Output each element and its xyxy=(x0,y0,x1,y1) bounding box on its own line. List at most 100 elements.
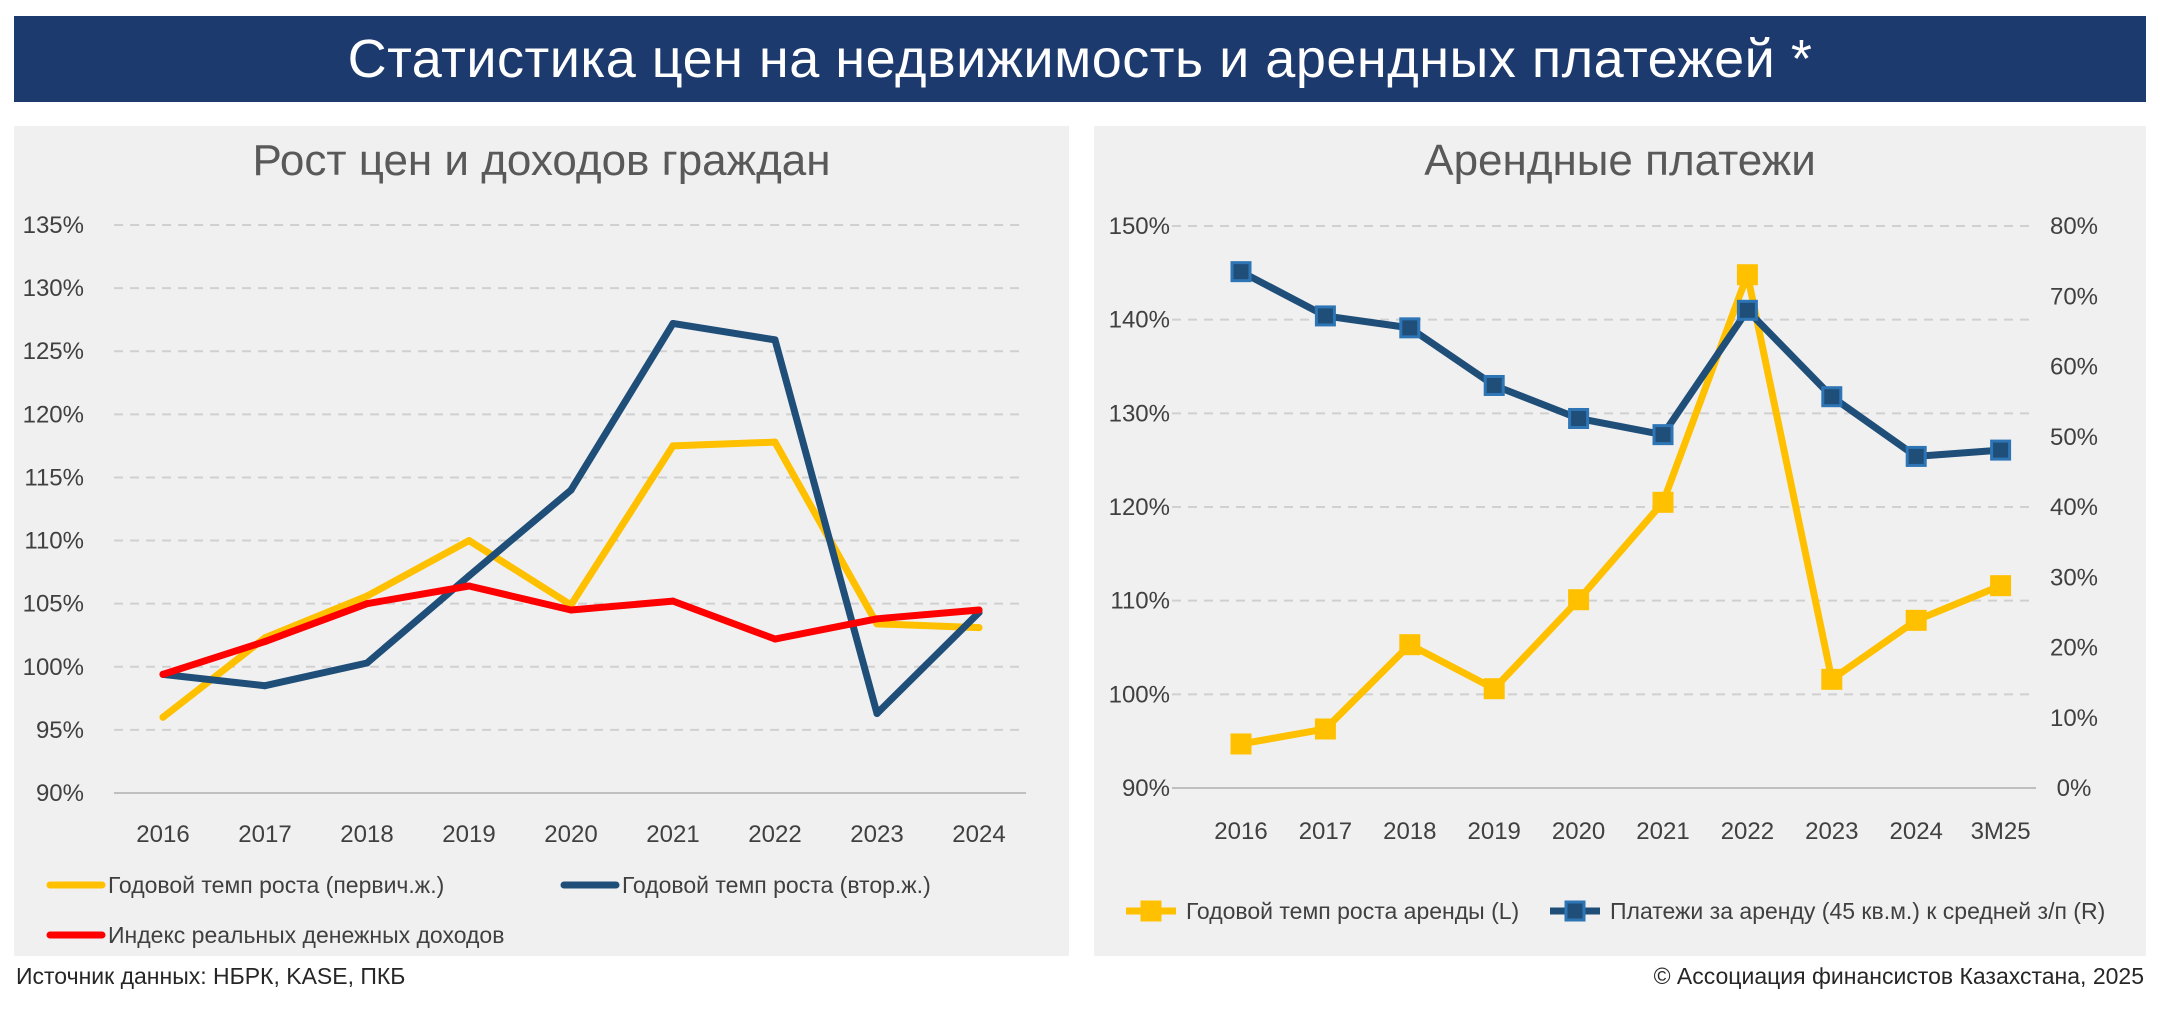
data-point xyxy=(363,592,371,600)
legend-marker xyxy=(1140,900,1162,922)
data-point xyxy=(567,606,575,614)
data-source: Источник данных: НБРК, KASE, ПКБ xyxy=(16,963,406,989)
y-right-tick-label: 80% xyxy=(2050,213,2098,240)
price-income-chart: 90% 95% 100% 105% 110% 115% 120% 125% 130% 135% 20… xyxy=(23,212,1026,948)
data-marker xyxy=(1652,491,1674,513)
data-marker xyxy=(1483,374,1505,396)
data-point xyxy=(873,615,881,623)
y-left-tick-label: 110% xyxy=(1110,588,1170,615)
x-tick-label: 2024 xyxy=(952,821,1005,848)
data-point xyxy=(465,582,473,590)
data-point xyxy=(771,336,779,344)
series-line-1 xyxy=(1240,271,2002,748)
x-tick-label: 2021 xyxy=(646,821,699,848)
data-marker xyxy=(1821,668,1843,690)
data-point xyxy=(873,709,881,717)
y-left-tick-label: 140% xyxy=(1109,307,1170,334)
rent-chart: 90% 100% 110% 120% 130% 140% 150% 0% 10% 20% 30% 40… xyxy=(1109,213,2106,924)
data-marker xyxy=(1905,445,1927,467)
y-tick-label: 125% xyxy=(23,338,84,365)
legend-label: Годовой темп роста (первич.ж.) xyxy=(108,872,444,898)
y-right-tick-label: 0% xyxy=(2057,775,2092,802)
y-left-tick-label: 90% xyxy=(1122,775,1170,802)
y-tick-label: 130% xyxy=(23,275,84,302)
data-marker xyxy=(1568,589,1590,611)
y-tick-label: 135% xyxy=(23,212,84,239)
y-tick-label: 90% xyxy=(36,780,84,807)
data-marker xyxy=(1905,609,1927,631)
series-line-2 xyxy=(1239,268,2001,460)
data-point xyxy=(261,682,269,690)
data-marker xyxy=(1399,317,1421,339)
x-tick-label: 3M25 xyxy=(1971,818,2031,845)
page-title-banner: Статистика цен на недвижимость и арендны… xyxy=(14,16,2146,102)
x-tick-label: 2016 xyxy=(1214,818,1267,845)
chart-panel-rent: Арендные платежи 90% 100% 110% 120% 130% 140%… xyxy=(1094,126,2146,956)
y-tick-label: 95% xyxy=(36,717,84,744)
y-tick-label: 115% xyxy=(24,464,84,491)
x-tick-label: 2019 xyxy=(442,821,495,848)
y-right-tick-label: 60% xyxy=(2050,354,2098,381)
data-point xyxy=(363,600,371,608)
data-point xyxy=(363,659,371,667)
data-point xyxy=(669,442,677,450)
data-point xyxy=(465,537,473,545)
data-marker xyxy=(1568,407,1590,429)
y-right-tick-label: 40% xyxy=(2050,494,2098,521)
data-point xyxy=(975,624,983,632)
legend-marker xyxy=(1564,900,1586,922)
x-tick-label: 2020 xyxy=(544,821,597,848)
y-left-tick-label: 130% xyxy=(1109,400,1170,427)
data-point xyxy=(159,670,167,678)
y-tick-label: 100% xyxy=(23,654,84,681)
copyright: © Ассоциация финансистов Казахстана, 202… xyxy=(1653,963,2144,989)
data-marker xyxy=(1230,733,1252,755)
y-tick-label: 120% xyxy=(23,401,84,428)
data-marker xyxy=(1990,439,2012,461)
legend-label: Платежи за аренду (45 кв.м.) к средней з… xyxy=(1610,898,2105,924)
data-marker xyxy=(1399,634,1421,656)
y-left-tick-label: 120% xyxy=(1109,494,1170,521)
x-tick-label: 2021 xyxy=(1636,818,1689,845)
data-point xyxy=(669,597,677,605)
x-tick-label: 2022 xyxy=(748,821,801,848)
data-point xyxy=(159,713,167,721)
legend-label: Годовой темп роста (втор.ж.) xyxy=(622,872,931,898)
data-point xyxy=(975,606,983,614)
data-marker xyxy=(1314,305,1336,327)
x-tick-label: 2016 xyxy=(136,821,189,848)
y-right-tick-label: 10% xyxy=(2050,705,2098,732)
data-marker xyxy=(1990,575,2012,597)
x-tick-label: 2018 xyxy=(340,821,393,848)
y-left-tick-label: 150% xyxy=(1109,213,1170,240)
data-marker xyxy=(1736,264,1758,286)
y-tick-label: 110% xyxy=(24,528,84,555)
y-tick-label: 105% xyxy=(23,591,84,618)
x-tick-label: 2020 xyxy=(1552,818,1605,845)
x-tick-label: 2019 xyxy=(1468,818,1521,845)
y-left-tick-label: 100% xyxy=(1109,681,1170,708)
page-title: Статистика цен на недвижимость и арендны… xyxy=(347,29,1813,89)
data-point xyxy=(567,486,575,494)
series-line-2 xyxy=(159,319,983,717)
chart-title: Арендные платежи xyxy=(1424,136,1816,185)
data-marker xyxy=(1652,424,1674,446)
data-point xyxy=(771,438,779,446)
data-point xyxy=(465,572,473,580)
x-tick-label: 2023 xyxy=(1805,818,1858,845)
data-marker xyxy=(1483,678,1505,700)
x-tick-label: 2017 xyxy=(1299,818,1352,845)
legend-label: Годовой темп роста аренды (L) xyxy=(1186,898,1519,924)
data-point xyxy=(261,638,269,646)
x-tick-label: 2024 xyxy=(1890,818,1943,845)
data-marker xyxy=(1821,386,1843,408)
data-point xyxy=(771,635,779,643)
data-marker xyxy=(1314,718,1336,740)
x-tick-label: 2022 xyxy=(1721,818,1774,845)
legend-label: Индекс реальных денежных доходов xyxy=(108,922,504,948)
data-marker xyxy=(1736,299,1758,321)
x-tick-label: 2018 xyxy=(1383,818,1436,845)
y-right-tick-label: 30% xyxy=(2050,564,2098,591)
y-right-tick-label: 70% xyxy=(2050,283,2098,310)
chart-title: Рост цен и доходов граждан xyxy=(252,136,831,185)
